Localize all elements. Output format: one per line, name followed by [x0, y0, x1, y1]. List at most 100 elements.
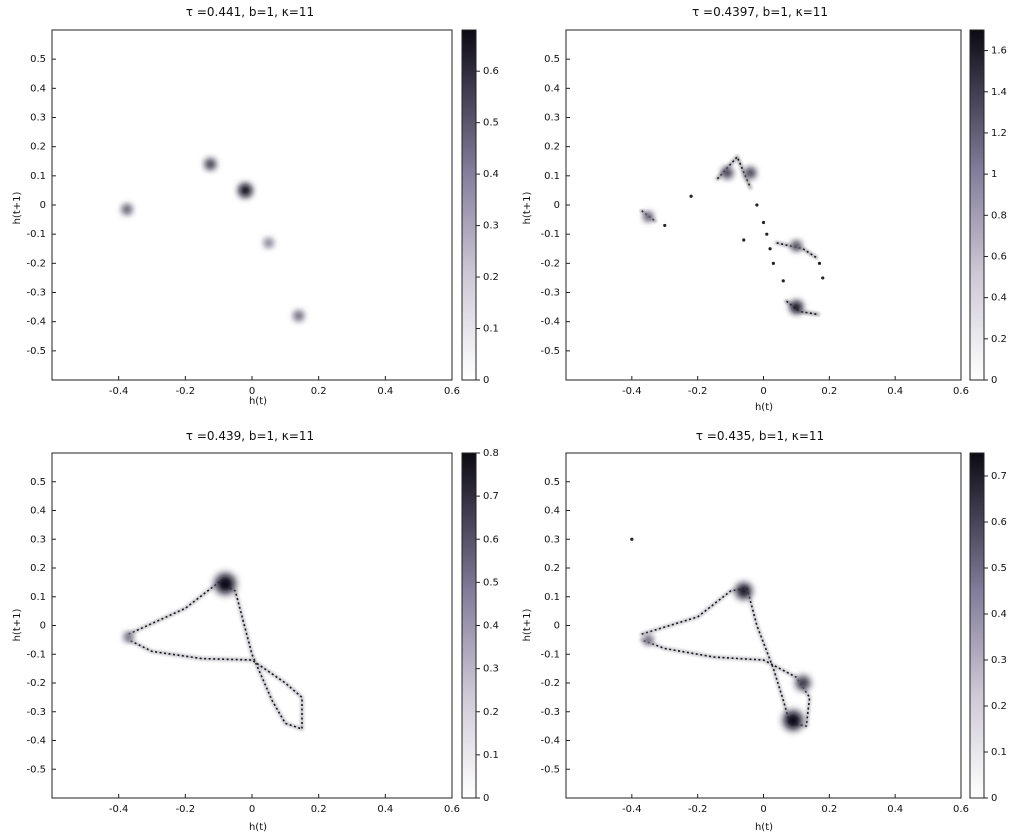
y-tick-label: 0: [554, 621, 560, 632]
colorbar-tick-label: 0: [991, 375, 997, 386]
y-tick-label: -0.2: [540, 678, 560, 689]
x-tick-label: 0.4: [377, 386, 393, 397]
panel-title: τ =0.439, b=1, κ=11: [186, 429, 314, 443]
x-axis-label: h(t): [249, 822, 267, 833]
x-tick-label: 0.6: [953, 386, 969, 397]
y-tick-label: -0.1: [26, 649, 46, 660]
colorbar-tick-label: 0.3: [991, 655, 1007, 666]
colorbar-tick-label: 0.8: [991, 210, 1007, 221]
density-dot: [765, 232, 769, 236]
y-tick-label: 0.1: [544, 171, 560, 182]
panel-3: τ =0.439, b=1, κ=11 -0.4 -0.2 0 0.2 0.4 0.6 0.…: [12, 429, 499, 833]
x-tick-label: 0: [249, 386, 255, 397]
colorbar: [969, 452, 985, 799]
y-tick-label: 0.4: [544, 83, 560, 94]
colorbar-tick-label: 0.2: [483, 707, 499, 718]
density-dot: [742, 238, 746, 242]
y-tick-label: 0.4: [544, 506, 560, 517]
y-tick-label: 0.3: [544, 113, 560, 124]
x-tick-label: -0.4: [622, 804, 642, 815]
density-blob: [792, 241, 801, 251]
x-axis-label: h(t): [755, 822, 773, 833]
y-tick-label: 0.1: [30, 592, 46, 603]
y-tick-label: -0.4: [540, 317, 560, 328]
y-tick-label: 0.5: [544, 477, 560, 488]
axes-frame: [565, 29, 962, 381]
y-axis-label: h(t+1): [522, 192, 533, 225]
y-tick-label: -0.4: [26, 736, 46, 747]
density-blob: [122, 205, 132, 214]
y-tick-label: 0.3: [30, 534, 46, 545]
y-tick-label: 0.5: [30, 477, 46, 488]
panel-4: τ =0.435, b=1, κ=11 -0.4 -0.2 0 0.2 0.4 0.6 0.…: [522, 429, 1007, 833]
x-tick-label: 0.6: [953, 804, 969, 815]
y-tick-label: 0.4: [30, 506, 46, 517]
density-blob: [217, 575, 234, 593]
x-tick-label: 0: [249, 804, 255, 815]
y-tick-label: -0.1: [540, 229, 560, 240]
density-blob: [239, 184, 251, 197]
y-tick-label: 0.5: [30, 54, 46, 65]
x-axis-label: h(t): [249, 396, 267, 407]
density-curve: [776, 242, 817, 259]
density-curve: [128, 581, 303, 730]
y-tick-label: -0.5: [540, 764, 560, 775]
y-axis-label: h(t+1): [522, 609, 533, 642]
colorbar-tick-label: 0.1: [991, 747, 1007, 758]
y-tick-label: 0.3: [30, 113, 46, 124]
panel-title: τ =0.435, b=1, κ=11: [696, 429, 824, 443]
density-blob: [205, 159, 215, 169]
y-tick-label: 0.1: [544, 592, 560, 603]
colorbar-tick-label: 1.4: [991, 87, 1007, 98]
y-tick-label: 0.3: [544, 534, 560, 545]
y-tick-label: -0.3: [26, 288, 46, 299]
y-tick-label: 0.5: [544, 54, 560, 65]
panel-2: τ =0.4397, b=1, κ=11 -0.4 -0.2 0 0.2 0.4 0.6 0…: [522, 5, 1007, 413]
colorbar-tick-label: 0.4: [483, 169, 499, 180]
y-tick-label: 0.2: [544, 563, 560, 574]
colorbar-tick-label: 0.1: [483, 750, 499, 761]
plot-area: -0.4 -0.2 0 0.2 0.4 0.6 0.5 0.4 0.3 0.2 0.1 0 -0.1 -0…: [26, 448, 498, 815]
density-blob: [722, 168, 732, 178]
density-dot: [630, 537, 634, 541]
colorbar-tick-label: 0.5: [483, 118, 499, 129]
density-blob: [785, 712, 802, 729]
x-tick-label: 0.2: [311, 386, 327, 397]
y-tick-label: 0.2: [544, 142, 560, 153]
colorbar-tick-label: 1: [991, 169, 997, 180]
x-tick-label: -0.4: [109, 804, 129, 815]
y-tick-label: -0.5: [26, 764, 46, 775]
plot-area: -0.4 -0.2 0 0.2 0.4 0.6 0.5 0.4 0.3 0.2 0.1 0 -0.1 -0…: [540, 29, 1007, 397]
y-tick-label: -0.4: [26, 317, 46, 328]
density-blob: [644, 635, 653, 644]
x-axis-label: h(t): [755, 402, 773, 413]
colorbar: [461, 452, 477, 799]
y-tick-label: -0.3: [26, 707, 46, 718]
density-dot: [821, 276, 825, 280]
colorbar-tick-label: 0.2: [991, 701, 1007, 712]
y-tick-label: 0.2: [30, 563, 46, 574]
colorbar-tick-label: 0.6: [483, 534, 499, 545]
density-dot: [689, 194, 693, 198]
y-tick-label: 0: [40, 621, 46, 632]
colorbar-tick-label: 0.3: [483, 664, 499, 675]
x-tick-label: -0.4: [109, 386, 129, 397]
colorbar-tick-label: 0: [483, 793, 489, 804]
colorbar-tick-label: 0.6: [483, 66, 499, 77]
x-tick-label: 0.2: [821, 386, 837, 397]
density-blob: [644, 212, 653, 221]
y-tick-label: -0.4: [540, 736, 560, 747]
axes-frame: [51, 452, 453, 799]
y-axis-label: h(t+1): [12, 609, 23, 642]
colorbar-tick-label: 1.2: [991, 128, 1007, 139]
colorbar-tick-label: 0: [991, 793, 997, 804]
colorbar-tick-label: 0.5: [483, 577, 499, 588]
density-dot: [663, 223, 667, 228]
density-blob: [797, 677, 809, 689]
colorbar-tick-label: 0.6: [991, 517, 1007, 528]
y-tick-label: 0: [40, 200, 46, 211]
colorbar-tick-label: 0.7: [991, 471, 1007, 482]
x-tick-label: -0.2: [688, 804, 708, 815]
colorbar-tick-label: 1.6: [991, 46, 1007, 57]
